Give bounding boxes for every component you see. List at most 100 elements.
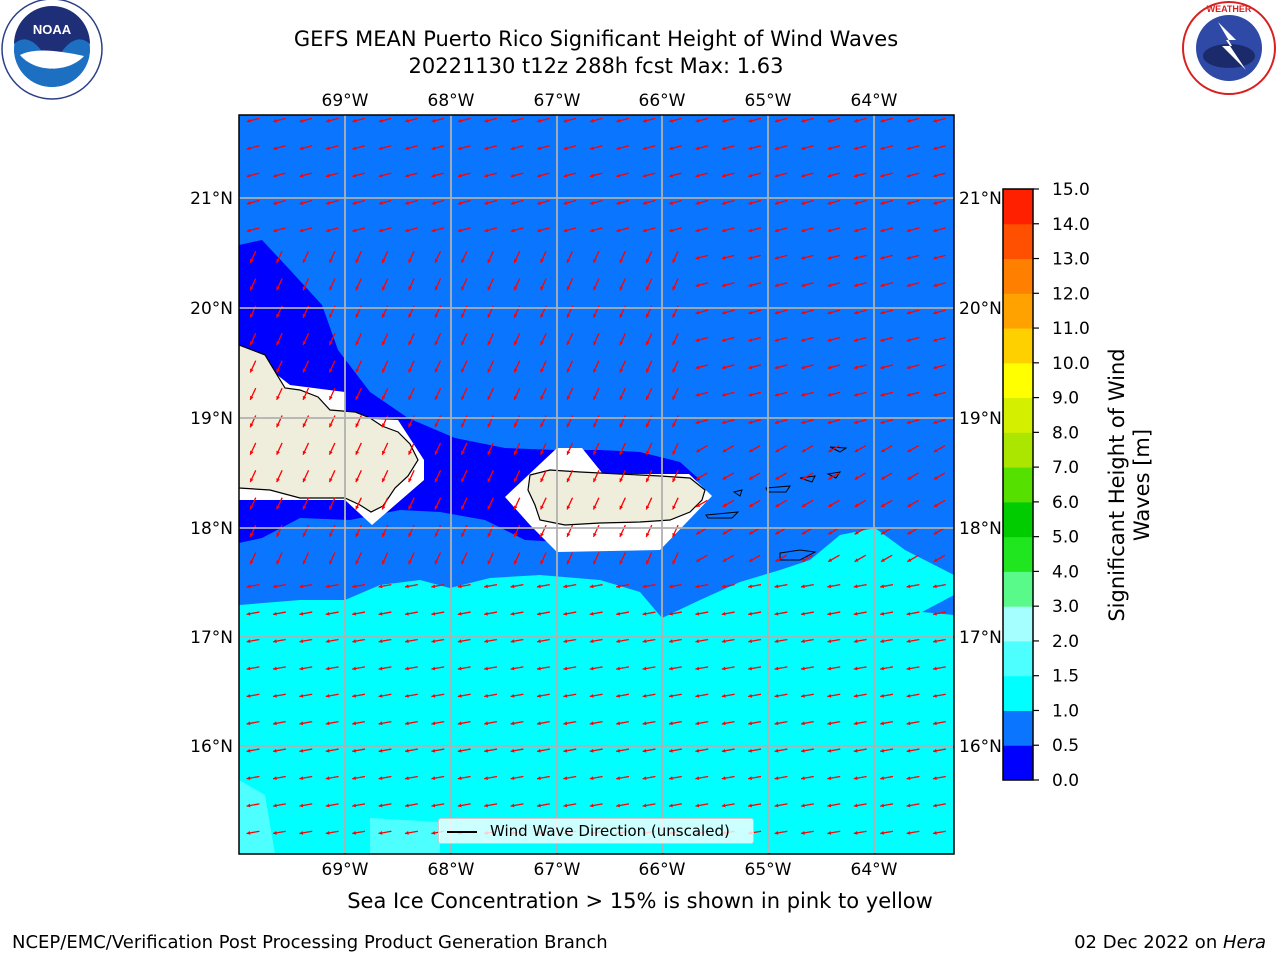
wave-arrowhead: [774, 776, 779, 781]
wave-arrowhead: [246, 666, 251, 671]
colorbar-tick-label: 5.0: [1052, 528, 1079, 548]
wave-arrowhead: [484, 118, 489, 123]
wave-arrowhead: [484, 748, 488, 753]
colorbar-segment: [1003, 467, 1033, 503]
wave-arrowhead: [457, 721, 462, 726]
wave-arrowhead: [721, 201, 726, 205]
wave-arrowhead: [695, 694, 700, 698]
wave-arrowhead: [487, 532, 492, 537]
wave-arrowhead: [906, 118, 911, 123]
wave-arrowhead: [827, 365, 832, 370]
wave-arrowhead: [619, 258, 624, 263]
wave-arrowhead: [774, 584, 779, 589]
wave-arrowhead: [853, 776, 858, 781]
wave-arrowhead: [619, 560, 624, 565]
wave-arrowhead: [355, 560, 360, 565]
wave-arrowhead: [645, 423, 650, 428]
wave-arrowhead: [563, 721, 568, 726]
wave-arrowhead: [619, 450, 624, 455]
wave-arrowhead: [404, 776, 409, 781]
wave-arrowhead: [404, 584, 409, 589]
wave-arrowhead: [853, 721, 858, 726]
wave-arrowhead: [299, 118, 304, 123]
wave-arrowhead: [748, 310, 753, 315]
wave-arrowhead: [672, 313, 676, 318]
wave-arrowhead: [249, 423, 254, 428]
wave-arrowhead: [246, 201, 251, 205]
wave-arrowhead: [536, 748, 541, 753]
wave-arrowhead: [378, 611, 383, 616]
wave-arrowhead: [510, 694, 515, 698]
wave-arrowhead: [616, 584, 620, 589]
wave-arrowhead: [378, 146, 383, 151]
wave-arrowhead: [748, 639, 752, 644]
wave-arrowhead: [404, 748, 409, 753]
wave-arrowhead: [906, 310, 911, 315]
wave-arrowhead: [378, 694, 383, 698]
wave-arrowhead: [352, 721, 356, 726]
wave-arrowhead: [853, 420, 858, 425]
wave-arrowhead: [853, 255, 858, 260]
wave-arrowhead: [589, 748, 594, 753]
wave-arrowhead: [589, 803, 594, 808]
wave-arrowhead: [249, 478, 254, 483]
wave-arrowhead: [642, 694, 647, 698]
wave-arrowhead: [540, 560, 544, 565]
wave-arrowhead: [513, 450, 518, 455]
wave-arrowhead: [748, 803, 752, 808]
wave-arrowhead: [325, 721, 330, 726]
wave-arrowhead: [672, 395, 676, 400]
wave-arrowhead: [668, 694, 673, 698]
wave-arrowhead: [748, 748, 752, 753]
wave-arrowhead: [933, 255, 938, 260]
wave-arrowhead: [801, 338, 806, 342]
wave-arrowhead: [329, 532, 333, 537]
wave-arrowhead: [540, 423, 544, 428]
wave-arrowhead: [434, 258, 439, 263]
wave-arrowhead: [672, 478, 676, 483]
wave-arrowhead: [593, 423, 597, 428]
wave-arrowhead: [276, 423, 280, 428]
wave-arrowhead: [246, 584, 251, 589]
wave-arrowhead: [457, 201, 462, 205]
wave-arrowhead: [619, 313, 624, 318]
wave-arrowhead: [932, 584, 937, 589]
wave-arrowhead: [537, 146, 542, 151]
wave-arrowhead: [536, 721, 541, 726]
wave-arrowhead: [880, 503, 885, 507]
wave-arrowhead: [355, 532, 360, 537]
wave-arrowhead: [434, 341, 439, 346]
wave-arrowhead: [276, 341, 280, 346]
wave-arrowhead: [619, 505, 624, 510]
wave-arrowhead: [563, 146, 568, 151]
wave-arrowhead: [246, 228, 251, 233]
wave-arrowhead: [566, 450, 571, 455]
wave-arrowhead: [408, 505, 412, 510]
colorbar-segment: [1003, 293, 1033, 329]
wave-arrowhead: [510, 118, 515, 123]
wave-arrowhead: [800, 584, 805, 589]
wave-arrowhead: [355, 395, 360, 400]
wave-arrowhead: [325, 694, 330, 698]
wave-arrowhead: [355, 341, 360, 346]
wave-arrowhead: [299, 173, 304, 178]
wave-arrowhead: [434, 478, 439, 483]
wave-arrowhead: [563, 173, 568, 178]
wave-arrowhead: [672, 341, 676, 346]
colorbar-segment: [1003, 571, 1033, 607]
wave-arrowhead: [457, 748, 462, 753]
wave-arrowhead: [513, 532, 518, 537]
colorbar-segment: [1003, 328, 1033, 364]
wave-arrowhead: [721, 283, 726, 288]
wave-arrowhead: [566, 395, 571, 400]
wave-arrowhead: [405, 173, 410, 178]
wave-arrowhead: [510, 173, 515, 178]
colorbar-tick-label: 0.5: [1052, 736, 1079, 756]
wave-arrowhead: [457, 584, 462, 589]
wave-arrowhead: [695, 748, 700, 753]
wave-arrowhead: [827, 146, 832, 151]
wave-arrowhead: [404, 721, 409, 726]
wave-arrowhead: [329, 423, 333, 428]
wave-arrowhead: [352, 694, 356, 698]
wave-arrowhead: [669, 146, 674, 151]
